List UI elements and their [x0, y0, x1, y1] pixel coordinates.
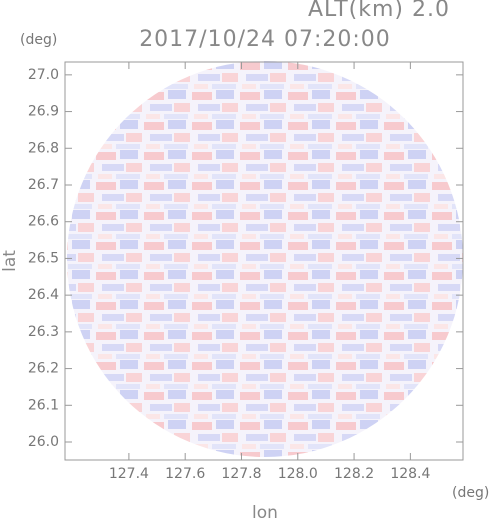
y-unit: (deg)	[20, 32, 57, 48]
x-tick-label: 127.8	[221, 466, 261, 482]
chart-title: 2017/10/24 07:20:00	[139, 27, 391, 52]
y-tick-label: 26.3	[28, 324, 59, 340]
x-unit: (deg)	[452, 485, 489, 501]
altitude-label: ALT(km) 2.0	[308, 0, 450, 22]
x-axis-title: lon	[252, 503, 278, 521]
y-tick-label: 26.5	[28, 250, 59, 266]
x-tick-label: 128.2	[334, 466, 374, 482]
y-tick-label: 26.7	[28, 177, 59, 193]
x-tick-label: 128.4	[390, 466, 430, 482]
x-tick-label: 127.6	[165, 466, 205, 482]
y-tick-label: 27.0	[28, 67, 59, 83]
y-axis-title: lat	[0, 250, 20, 272]
y-tick-label: 26.6	[28, 214, 59, 230]
plot-frame	[64, 61, 464, 461]
x-tick-label: 127.4	[109, 466, 149, 482]
y-tick-label: 26.0	[28, 434, 59, 450]
y-tick-label: 26.9	[28, 104, 59, 120]
y-tick-label: 26.1	[28, 397, 59, 413]
radar-field	[67, 61, 463, 457]
y-tick-label: 26.4	[28, 287, 59, 303]
y-tick-label: 26.2	[28, 361, 59, 377]
y-tick-label: 26.8	[28, 140, 59, 156]
x-tick-label: 128.0	[278, 466, 318, 482]
